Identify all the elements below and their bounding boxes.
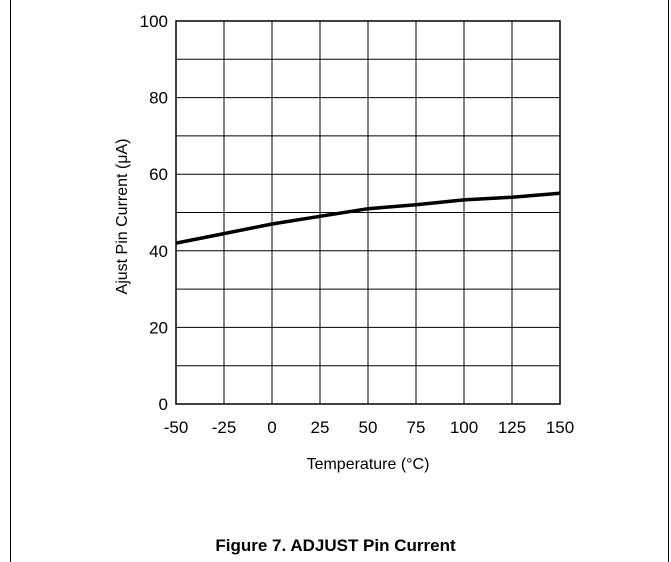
x-tick-label: -50 <box>164 418 189 437</box>
figure-caption: Figure 7. ADJUST Pin Current <box>215 536 456 555</box>
y-tick-label: 20 <box>149 318 168 337</box>
chart-grid <box>175 20 561 405</box>
y-tick-label: 100 <box>140 12 168 31</box>
page-border-left <box>10 0 11 562</box>
y-tick-label: 80 <box>149 89 168 108</box>
x-axis-ticks: -50 -25 0 25 50 75 100 125 150 <box>164 418 574 437</box>
y-axis-ticks: 0 20 40 60 80 100 <box>140 12 168 414</box>
x-axis-title: Temperature (°C) <box>307 456 430 473</box>
y-axis-title: Ajust Pin Current (μA) <box>114 139 131 295</box>
y-tick-label: 0 <box>159 395 168 414</box>
x-tick-label: 0 <box>267 418 276 437</box>
y-tick-label: 60 <box>149 165 168 184</box>
x-tick-label: 50 <box>359 418 378 437</box>
chart: 0 20 40 60 80 100 -50 -25 0 25 50 75 100 125 150 Temp… <box>114 12 574 473</box>
x-tick-label: 125 <box>498 418 526 437</box>
x-tick-label: -25 <box>212 418 237 437</box>
y-tick-label: 40 <box>149 242 168 261</box>
x-tick-label: 100 <box>450 418 478 437</box>
x-tick-label: 25 <box>311 418 330 437</box>
plot-area-frame <box>175 20 561 405</box>
x-tick-label: 150 <box>546 418 574 437</box>
page-border-right <box>668 0 669 562</box>
x-tick-label: 75 <box>407 418 426 437</box>
series-line <box>175 191 561 245</box>
